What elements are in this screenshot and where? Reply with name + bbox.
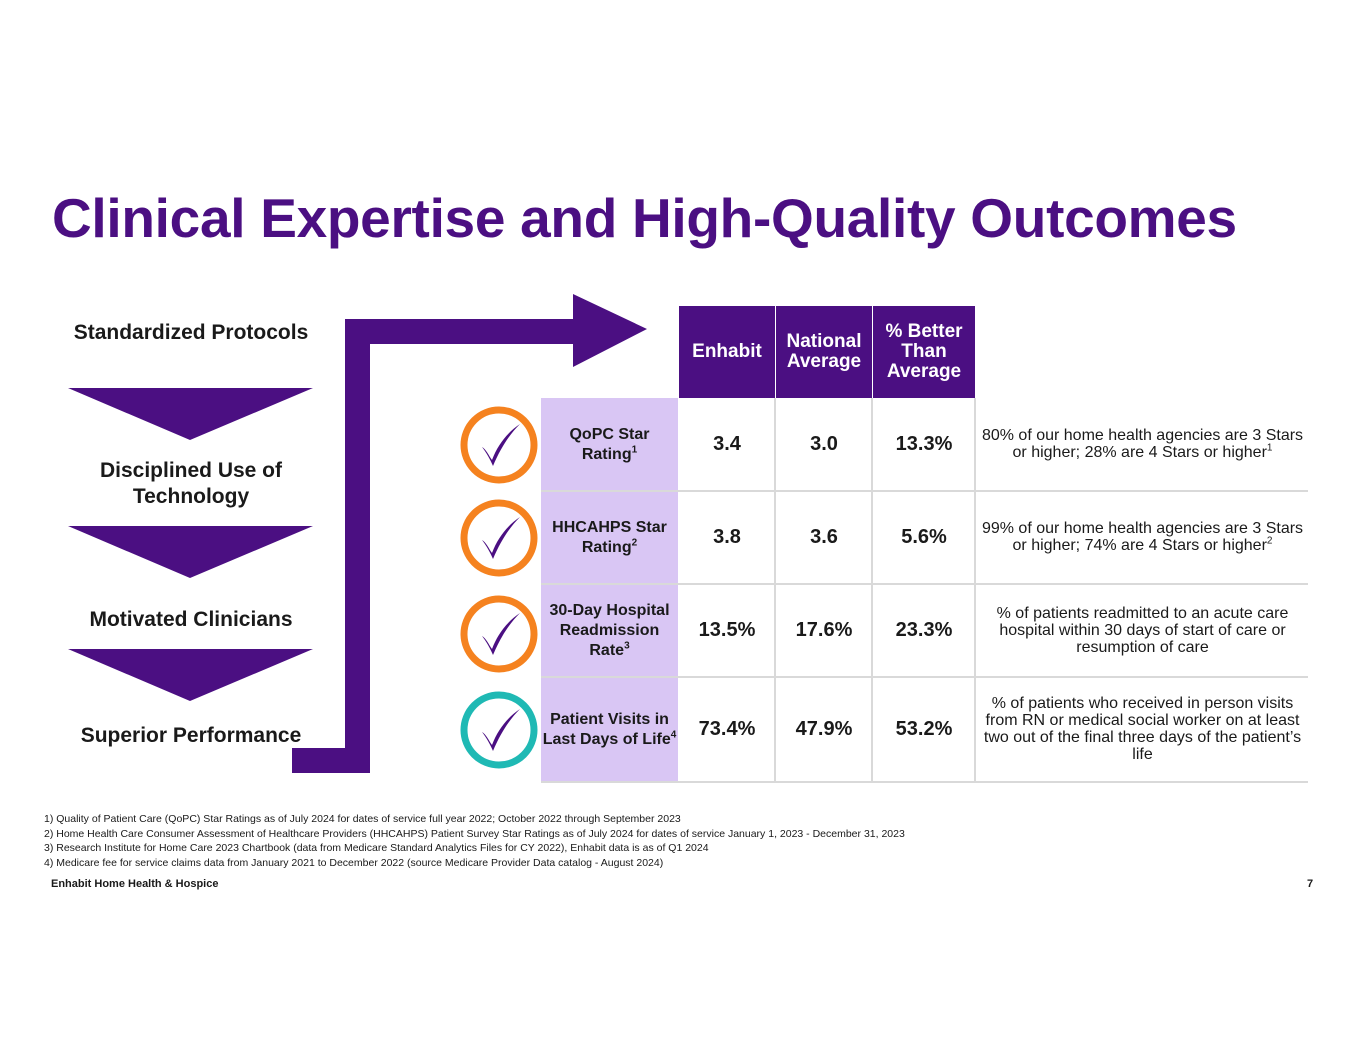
orange-check-icon	[460, 595, 538, 673]
note-text: 80% of our home health agencies are 3 St…	[981, 427, 1304, 461]
footnote-ref: 4	[670, 729, 677, 741]
footnotes: 1) Quality of Patient Care (QoPC) Star R…	[44, 812, 905, 870]
row-label-text: HHCAHPS Star Rating	[552, 518, 667, 556]
grid-line	[871, 398, 873, 782]
row-label-qopc: QoPC Star Rating1	[541, 398, 678, 491]
teal-check-icon	[460, 691, 538, 769]
cell-enhabit: 3.8	[713, 525, 741, 548]
footnote-ref: 1	[1266, 442, 1273, 454]
cell-better: 5.6%	[901, 525, 947, 548]
step-disciplined-technology: Disciplined Use of Technology	[99, 459, 283, 508]
cell-note: % of patients who received in person vis…	[977, 677, 1308, 781]
footnote-ref: 2	[1266, 535, 1273, 547]
cell-national: 3.0	[810, 432, 838, 455]
cell-enhabit: 3.4	[713, 432, 741, 455]
grid-line	[974, 398, 976, 782]
grid-line	[774, 398, 776, 782]
footnote: 2) Home Health Care Consumer Assessment …	[44, 827, 905, 840]
row-label-readmission: 30-Day Hospital Readmission Rate3	[541, 584, 678, 677]
row-divider	[541, 490, 1308, 492]
cell-better: 23.3%	[895, 618, 953, 641]
footnote-ref: 1	[631, 444, 638, 456]
header-national-average: National Average	[776, 306, 872, 398]
row-label-text: 30-Day Hospital Readmission Rate	[549, 601, 670, 659]
row-label-text: Patient Visits in Last Days of Life	[542, 710, 671, 748]
footnote: 1) Quality of Patient Care (QoPC) Star R…	[44, 813, 681, 825]
page-title: Clinical Expertise and High-Quality Outc…	[52, 187, 1237, 249]
footnote-ref: 3	[624, 640, 630, 652]
chevron-down-icon	[68, 649, 313, 701]
cell-note: 99% of our home health agencies are 3 St…	[977, 491, 1308, 583]
cell-national: 3.6	[810, 525, 838, 548]
row-label-patient-visits: Patient Visits in Last Days of Life4	[541, 677, 678, 782]
chevron-down-icon	[68, 526, 313, 578]
chevron-down-icon	[68, 388, 313, 440]
footnote-ref: 2	[631, 537, 638, 549]
step-motivated-clinicians: Motivated Clinicians	[89, 608, 293, 631]
header-percent-better: % Better Than Average	[873, 306, 975, 398]
row-label-text: QoPC Star Rating	[569, 425, 650, 463]
cell-enhabit: 73.4%	[698, 717, 756, 740]
row-divider	[541, 583, 1308, 585]
footnote: 3) Research Institute for Home Care 2023…	[44, 842, 709, 854]
note-text: % of patients who received in person vis…	[983, 695, 1302, 763]
cell-better: 13.3%	[895, 432, 953, 455]
cell-better: 53.2%	[895, 717, 953, 740]
cell-national: 17.6%	[795, 618, 853, 641]
page-number: 7	[1307, 878, 1314, 890]
row-divider	[541, 781, 1308, 783]
orange-check-icon	[460, 406, 538, 484]
footer-brand: Enhabit Home Health & Hospice	[51, 878, 219, 890]
step-superior-performance: Superior Performance	[80, 724, 302, 747]
cell-note: % of patients readmitted to an acute car…	[977, 584, 1308, 676]
cell-enhabit: 13.5%	[698, 618, 756, 641]
footnote: 4) Medicare fee for service claims data …	[44, 856, 664, 869]
header-enhabit: Enhabit	[679, 306, 775, 398]
row-divider	[541, 676, 1308, 678]
cell-national: 47.9%	[795, 717, 853, 740]
note-text: % of patients readmitted to an acute car…	[996, 604, 1289, 656]
row-label-hhcahps: HHCAHPS Star Rating2	[541, 491, 678, 584]
orange-check-icon	[460, 499, 538, 577]
step-standardized-protocols: Standardized Protocols	[73, 321, 309, 344]
cell-note: 80% of our home health agencies are 3 St…	[977, 398, 1308, 490]
note-text: 99% of our home health agencies are 3 St…	[981, 520, 1304, 554]
